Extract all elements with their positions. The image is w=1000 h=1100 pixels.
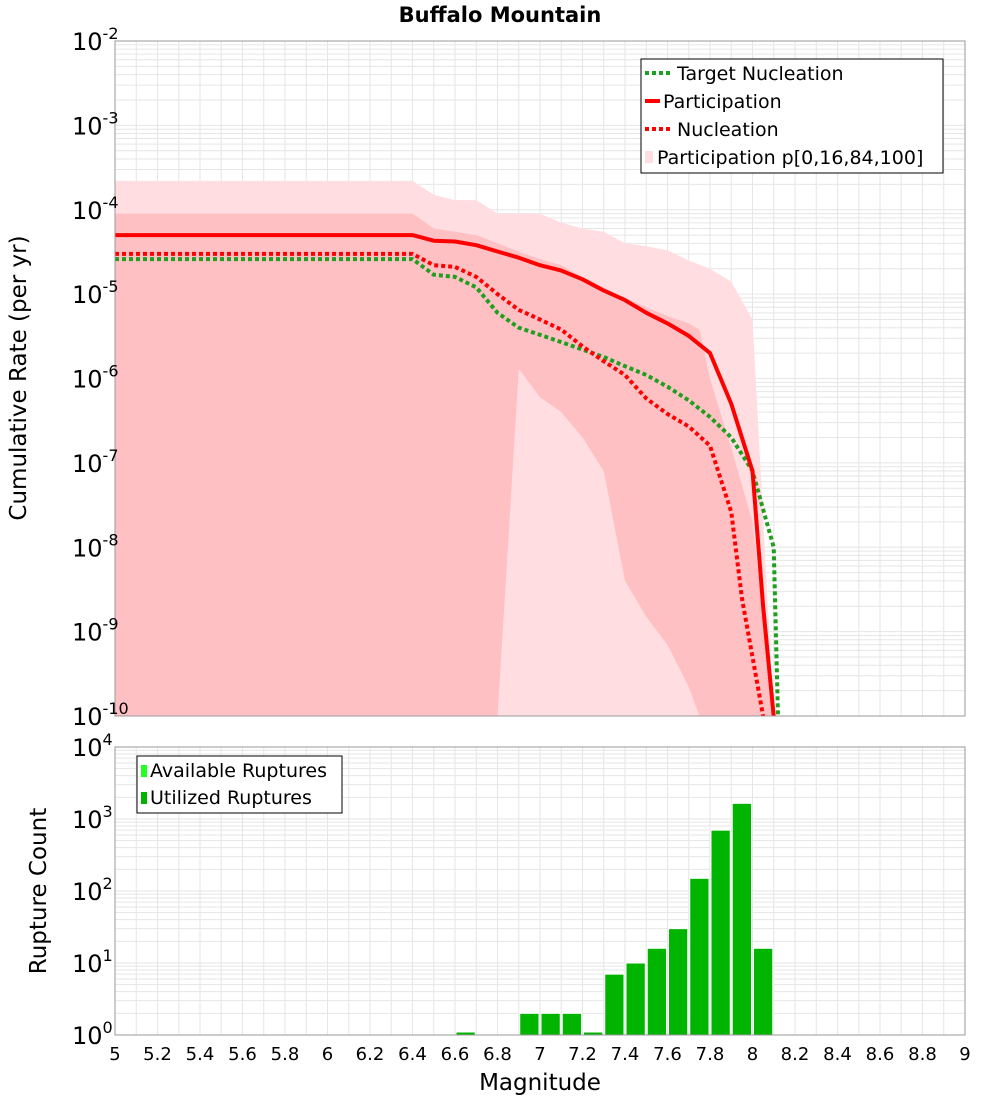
bar [646,947,667,1036]
y-tick-label: 10-2 [72,24,119,56]
x-tick-label: 5.4 [186,1044,215,1065]
legend-swatch-band [645,151,653,163]
y-tick-label: 10-9 [72,615,119,647]
top-y-axis-title: Cumulative Rate (per yr) [6,235,32,520]
series-line-nucleation [115,251,766,716]
x-tick-label: 7.4 [611,1044,640,1065]
legend-swatch-utilized [141,792,147,804]
chart-title: Buffalo Mountain [399,3,602,27]
legend-box [640,58,944,174]
series-line-participation [115,233,776,716]
legend-swatch-available [141,765,147,777]
y-tick-label: 102 [72,874,113,906]
legend-box [136,755,343,814]
legend-entry: Nucleation [677,119,779,141]
y-tick-label: 10-8 [72,530,119,562]
x-tick-label: 5.6 [228,1044,257,1065]
bar [540,1012,561,1036]
y-tick-label: 10-10 [72,699,129,731]
legend-entry: Participation [663,91,782,113]
y-tick-label: 10-3 [72,108,119,140]
x-tick-label: 8.6 [866,1044,895,1065]
y-tick-label: 100 [72,1018,113,1050]
y-tick-label: 103 [72,802,113,834]
legend-entry: Target Nucleation [676,63,844,85]
x-tick-label: 6.8 [483,1044,512,1065]
bar [519,1012,540,1036]
x-tick-label: 5 [109,1044,120,1065]
bottom-legend: Available Ruptures Utilized Ruptures [136,755,343,814]
bottom-plot-frame [114,746,966,1036]
y-tick-label: 10-7 [72,446,119,478]
x-tick-label: 6 [322,1044,333,1065]
x-tick-label: 7.2 [568,1044,597,1065]
x-tick-label: 8 [747,1044,758,1065]
legend-entry: Utilized Ruptures [150,787,312,809]
y-tick-label: 10-4 [72,193,119,225]
bottom-y-axis-title: Rupture Count [26,808,52,974]
y-tick-label: 10-6 [72,362,119,394]
y-tick-label: 104 [72,730,113,762]
legend-entry: Participation p[0,16,84,100] [657,147,923,169]
legend-entry: Available Ruptures [150,760,327,782]
x-axis-title: Magnitude [479,1070,601,1096]
bar [753,947,774,1036]
x-tick-label: 8.2 [781,1044,810,1065]
x-tick-label: 9 [959,1044,970,1065]
bars [455,802,774,1036]
x-tick-label: 6.6 [441,1044,470,1065]
band-inner-p16-84 [115,213,774,716]
x-tick-label: 8.4 [823,1044,852,1065]
x-tick-label: 5.2 [143,1044,172,1065]
bar [561,1012,582,1036]
top-plot-frame [114,40,966,717]
x-tick-label: 5.8 [271,1044,300,1065]
x-tick-label: 7.6 [653,1044,682,1065]
x-tick-label: 7.8 [696,1044,725,1065]
bar [604,973,625,1036]
bar [689,877,710,1036]
x-tick-label: 8.8 [908,1044,937,1065]
bar [668,928,689,1036]
top-legend: Target Nucleation Participation Nucleation… [640,58,944,174]
bottom-grid [114,747,966,1036]
x-tick-label: 6.2 [356,1044,385,1065]
bar [625,962,646,1036]
x-tick-label: 6.4 [398,1044,427,1065]
bar [710,829,731,1036]
x-tick-label: 7 [534,1044,545,1065]
y-tick-label: 10-5 [72,277,119,309]
y-tick-label: 101 [72,946,113,978]
bar [731,802,752,1036]
